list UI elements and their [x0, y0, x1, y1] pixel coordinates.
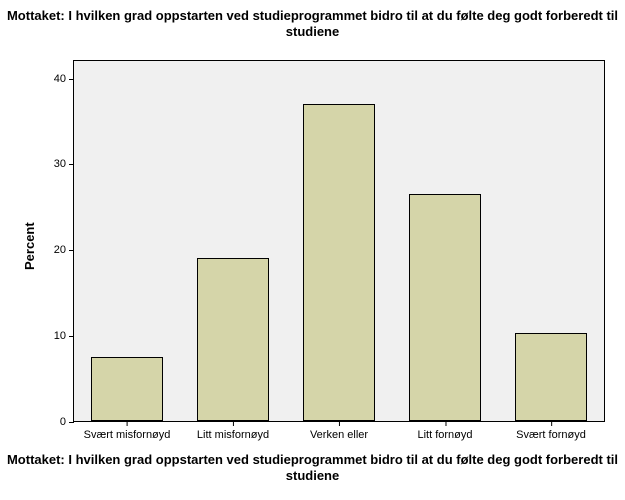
- bar: [409, 194, 481, 421]
- bar: [91, 357, 163, 421]
- y-tick: 40: [54, 73, 74, 85]
- y-tick: 10: [54, 330, 74, 342]
- x-tick: Litt misfornøyd: [197, 421, 269, 441]
- x-tick: Svært misfornøyd: [84, 421, 171, 441]
- y-tick: 20: [54, 244, 74, 256]
- plot-area: 010203040Svært misfornøydLitt misfornøyd…: [73, 60, 605, 422]
- x-axis-title: Mottaket: I hvilken grad oppstarten ved …: [0, 452, 625, 485]
- bar: [303, 104, 375, 421]
- y-axis-label: Percent: [22, 222, 37, 270]
- x-tick: Litt fornøyd: [417, 421, 472, 441]
- bar: [197, 258, 269, 421]
- plot-inner: 010203040Svært misfornøydLitt misfornøyd…: [74, 61, 604, 421]
- chart-title: Mottaket: I hvilken grad oppstarten ved …: [0, 8, 625, 41]
- x-tick: Verken eller: [310, 421, 368, 441]
- y-tick: 30: [54, 158, 74, 170]
- x-tick: Svært fornøyd: [516, 421, 586, 441]
- chart-page: Mottaket: I hvilken grad oppstarten ved …: [0, 0, 625, 500]
- bar: [515, 333, 587, 421]
- y-tick: 0: [60, 416, 74, 428]
